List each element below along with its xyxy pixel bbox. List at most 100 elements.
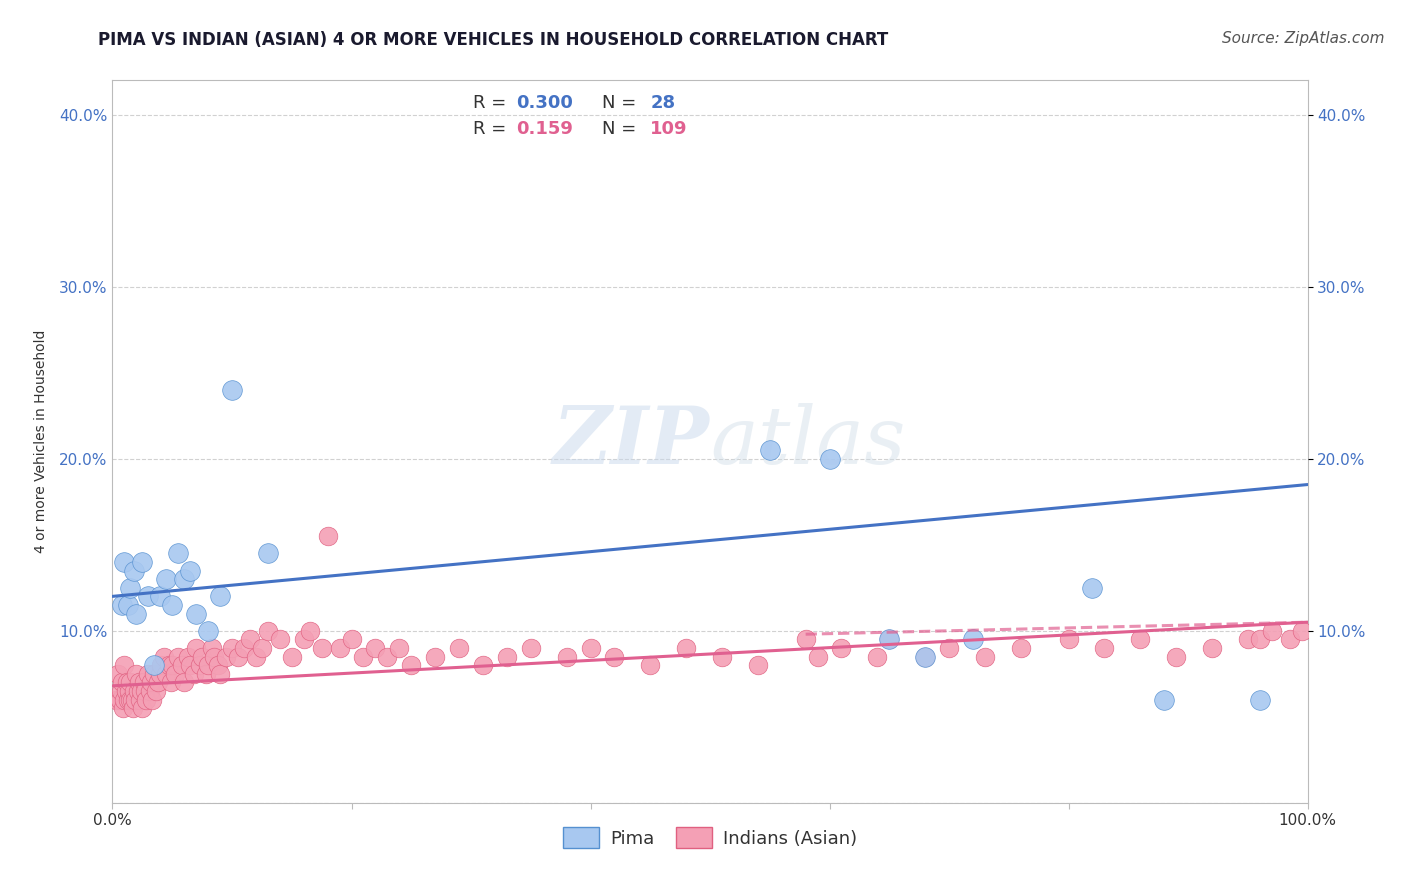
Point — [292, 632, 315, 647]
Point — [1010, 640, 1032, 655]
Point — [747, 658, 769, 673]
Point — [914, 649, 936, 664]
Text: PIMA VS INDIAN (ASIAN) 4 OR MORE VEHICLES IN HOUSEHOLD CORRELATION CHART: PIMA VS INDIAN (ASIAN) 4 OR MORE VEHICLE… — [98, 31, 889, 49]
Point — [209, 590, 232, 604]
Point — [1249, 632, 1271, 647]
Point — [155, 572, 177, 586]
Point — [257, 546, 280, 560]
Point — [425, 649, 447, 664]
Point — [153, 649, 176, 664]
Point — [257, 624, 280, 638]
Point — [134, 684, 156, 698]
Text: atlas: atlas — [710, 403, 905, 480]
Point — [197, 624, 219, 638]
Point — [118, 684, 141, 698]
Point — [125, 607, 148, 621]
Point — [879, 632, 901, 647]
Point — [143, 666, 166, 681]
Text: 0.159: 0.159 — [516, 120, 574, 138]
Point — [675, 640, 697, 655]
Point — [131, 701, 153, 715]
Point — [173, 675, 195, 690]
Point — [121, 701, 143, 715]
Point — [281, 649, 304, 664]
Point — [207, 658, 229, 673]
Text: R =: R = — [474, 120, 519, 138]
Point — [579, 640, 602, 655]
Point — [129, 692, 152, 706]
Point — [340, 632, 363, 647]
Text: ZIP: ZIP — [553, 403, 710, 480]
Point — [110, 684, 132, 698]
Point — [191, 649, 214, 664]
Point — [120, 675, 142, 690]
Point — [388, 640, 411, 655]
Point — [1081, 581, 1104, 595]
Point — [145, 684, 167, 698]
Text: R =: R = — [474, 95, 512, 112]
Point — [149, 590, 172, 604]
Point — [1057, 632, 1080, 647]
Point — [111, 598, 134, 612]
Text: 0.300: 0.300 — [516, 95, 574, 112]
Point — [250, 640, 273, 655]
Point — [974, 649, 997, 664]
Text: 109: 109 — [651, 120, 688, 138]
Point — [831, 640, 853, 655]
Point — [711, 649, 734, 664]
Point — [879, 632, 901, 647]
Point — [202, 649, 225, 664]
Point — [269, 632, 291, 647]
Point — [150, 658, 173, 673]
Point — [157, 658, 180, 673]
Text: N =: N = — [603, 95, 643, 112]
Point — [818, 451, 841, 466]
Point — [138, 590, 160, 604]
Point — [298, 624, 321, 638]
Point — [352, 649, 374, 664]
Text: Source: ZipAtlas.com: Source: ZipAtlas.com — [1222, 31, 1385, 46]
Point — [938, 640, 960, 655]
Point — [114, 555, 135, 569]
Point — [1249, 692, 1271, 706]
Point — [138, 666, 160, 681]
Point — [132, 675, 155, 690]
Point — [141, 692, 163, 706]
Point — [122, 684, 145, 698]
Point — [167, 649, 190, 664]
Point — [1166, 649, 1188, 664]
Point — [316, 529, 339, 543]
Point — [162, 598, 183, 612]
Point — [794, 632, 817, 647]
Point — [155, 666, 177, 681]
Point — [114, 692, 135, 706]
Point — [640, 658, 662, 673]
Point — [162, 658, 183, 673]
Point — [962, 632, 984, 647]
Point — [121, 692, 143, 706]
Point — [472, 658, 495, 673]
Point — [1153, 692, 1175, 706]
Point — [111, 675, 134, 690]
Point — [239, 632, 262, 647]
Point — [209, 666, 232, 681]
Legend: Pima, Indians (Asian): Pima, Indians (Asian) — [555, 820, 865, 855]
Point — [139, 675, 162, 690]
Point — [1094, 640, 1116, 655]
Point — [364, 640, 387, 655]
Point — [135, 692, 157, 706]
Point — [122, 564, 145, 578]
Point — [603, 649, 626, 664]
Point — [245, 649, 267, 664]
Point — [125, 666, 148, 681]
Point — [866, 649, 889, 664]
Point — [201, 640, 224, 655]
Point — [215, 649, 238, 664]
Point — [377, 649, 399, 664]
Point — [128, 675, 150, 690]
Point — [117, 598, 139, 612]
Point — [131, 555, 153, 569]
Point — [555, 649, 578, 664]
Point — [1201, 640, 1223, 655]
Point — [188, 658, 211, 673]
